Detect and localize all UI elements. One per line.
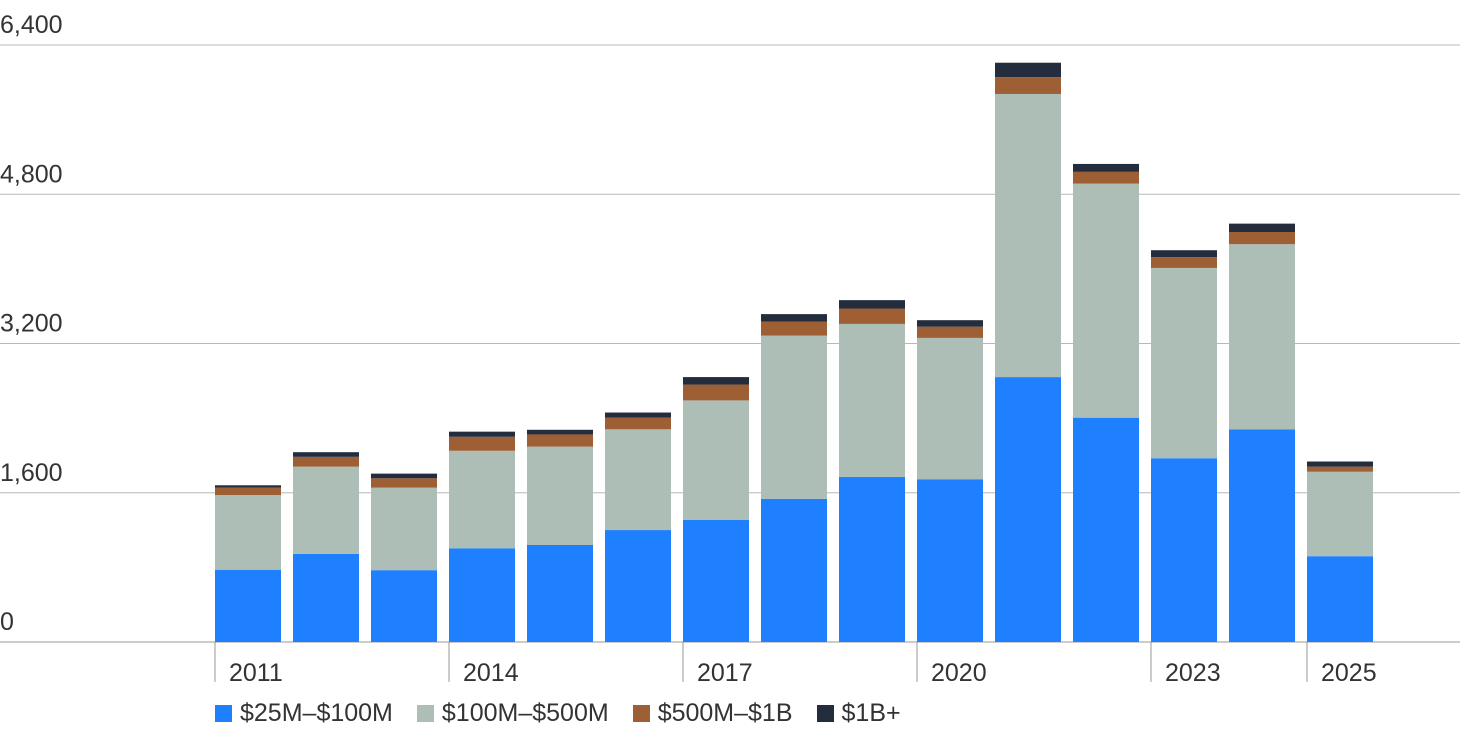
bar-segment: [605, 429, 671, 531]
bar-segment: [1151, 250, 1217, 258]
bar-segment: [1307, 461, 1373, 467]
bar-segment: [371, 473, 437, 479]
bar-segment: [449, 436, 515, 451]
bar-segment: [371, 478, 437, 488]
y-tick-label: 3,200: [0, 310, 63, 338]
bar-segment: [605, 412, 671, 418]
legend-item: $100M–$500M: [416, 699, 609, 728]
bar-segment: [1307, 471, 1373, 557]
bar-segment: [1307, 466, 1373, 472]
bar-segment: [1229, 244, 1295, 430]
bar-segment: [605, 530, 671, 642]
bar-segment: [917, 479, 983, 642]
bar-segment: [917, 326, 983, 338]
bar-segment: [293, 456, 359, 467]
bar-segment: [293, 553, 359, 642]
bar-segment: [215, 569, 281, 642]
x-tick-label: 2020: [931, 659, 987, 687]
y-tick-label: 4,800: [0, 160, 63, 188]
bar-segment: [215, 487, 281, 496]
bar-segment: [761, 314, 827, 322]
bar-segment: [371, 487, 437, 571]
bar-segment: [683, 400, 749, 520]
bar-segment: [839, 300, 905, 309]
bar-segment: [917, 337, 983, 480]
legend-swatch: [632, 705, 650, 722]
legend-swatch: [816, 705, 834, 722]
legend-item: $25M–$100M: [215, 699, 393, 728]
bar-segment: [1073, 171, 1139, 184]
bar-segment: [761, 321, 827, 336]
bar-segment: [449, 450, 515, 549]
bar-segment: [683, 519, 749, 642]
bar-segment: [995, 93, 1061, 378]
bar-segment: [1151, 257, 1217, 268]
bar-segment: [1307, 556, 1373, 642]
bar-segment: [527, 544, 593, 642]
bar-segment: [917, 320, 983, 327]
bar-segment: [449, 431, 515, 437]
legend-item: $500M–$1B: [632, 699, 793, 728]
legend-label: $100M–$500M: [441, 699, 609, 727]
bar-segment: [1073, 183, 1139, 418]
bar-segment: [995, 77, 1061, 94]
bar-segment: [761, 498, 827, 642]
bar-segment: [527, 434, 593, 447]
bar-segment: [1229, 232, 1295, 245]
bar-segment: [761, 335, 827, 499]
y-tick-label: 0: [0, 608, 14, 636]
x-tick-label: 2025: [1321, 659, 1377, 687]
x-tick-label: 2014: [463, 659, 519, 687]
bar-segment: [293, 466, 359, 554]
bar-segment: [1073, 417, 1139, 642]
legend-swatch: [416, 705, 434, 722]
legend-label: $500M–$1B: [657, 699, 793, 727]
bar-segment: [215, 495, 281, 570]
bar-segment: [839, 476, 905, 642]
legend-swatch: [215, 705, 232, 722]
bar-segment: [605, 417, 671, 430]
y-tick-label: 1,600: [0, 459, 63, 487]
legend-item: $1B+: [816, 699, 901, 728]
stacked-bar-chart: 0 1,600 3,200 4,800 6,400 2011 2014 2017 2020 202…: [0, 11, 1460, 687]
bar-segment: [449, 548, 515, 642]
bar-segment: [527, 429, 593, 435]
bar-segment: [1229, 429, 1295, 642]
bar-segment: [683, 377, 749, 385]
bar-segment: [527, 446, 593, 545]
bar-segment: [1073, 163, 1139, 172]
bar-segment: [839, 323, 905, 477]
legend-label: $25M–$100M: [240, 699, 393, 727]
chart-legend: $25M–$100M $100M–$500M $500M–$1B $1B+: [215, 699, 925, 728]
x-tick-label: 2011: [229, 659, 283, 687]
bar-segment: [215, 485, 281, 488]
bar-segment: [371, 570, 437, 642]
bar-segment: [1151, 267, 1217, 459]
legend-label: $1B+: [841, 699, 901, 727]
bar-segment: [995, 62, 1061, 78]
bar-segment: [995, 377, 1061, 642]
bar-segment: [1229, 223, 1295, 233]
x-tick-label: 2023: [1165, 659, 1221, 687]
x-tick-label: 2017: [697, 659, 753, 687]
bar-segment: [1151, 458, 1217, 642]
bar-segment: [839, 308, 905, 324]
bar-segment: [293, 452, 359, 457]
y-tick-label: 6,400: [0, 11, 63, 39]
bar-segment: [683, 384, 749, 401]
